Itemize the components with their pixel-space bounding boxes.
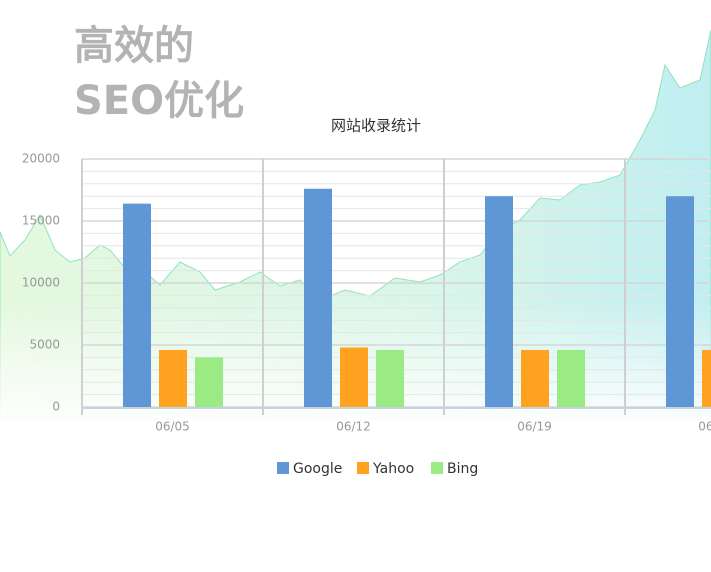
bar [702,349,711,407]
x-tick-label: 06/12 [336,420,371,434]
chart-title: 网站收录统计 [331,117,421,135]
legend-swatch [277,462,289,474]
bar [159,349,187,407]
bar [304,188,332,407]
legend-swatch [431,462,443,474]
legend-label: Google [293,461,342,477]
y-tick-label: 0 [52,400,60,414]
y-tick-label: 15000 [22,214,60,228]
bar [485,196,513,407]
y-tick-label: 5000 [29,338,60,352]
header-line: SEO优化 [74,78,244,124]
bar [376,349,404,407]
x-tick-label: 06/26 [698,420,711,434]
y-tick-label: 10000 [22,276,60,290]
y-tick-label: 20000 [22,152,60,166]
legend-swatch [357,462,369,474]
legend-label: Yahoo [372,461,414,477]
bar [521,349,549,407]
bar [195,357,223,407]
bar [123,203,151,407]
header-line: 高效的 [74,23,194,69]
bar [557,349,585,407]
legend-label: Bing [447,461,478,477]
x-tick-label: 06/05 [155,420,190,434]
bar [666,196,694,407]
bar [340,347,368,407]
x-tick-label: 06/19 [517,420,552,434]
